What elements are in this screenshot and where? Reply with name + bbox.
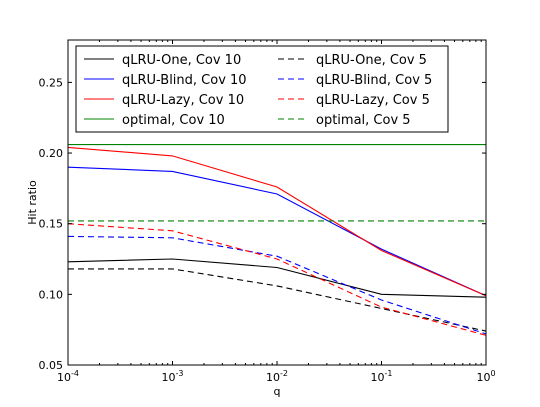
legend-entry-3: qLRU-Lazy, Cov 10: [122, 93, 244, 108]
series-line-7: [67, 223, 487, 336]
x-tick-label: 10-1: [371, 369, 393, 384]
x-tick-label: 10-2: [266, 369, 288, 384]
series-line-6: [67, 235, 487, 335]
axes: 0.05 0.10 0.15 0.20 0.25 10-4 10-3 10-2 10-1 100: [39, 40, 496, 384]
y-tick-label: 0.20: [39, 147, 64, 160]
legend-entry-1: qLRU-One, Cov 10: [122, 53, 241, 68]
x-tick-label: 10-3: [162, 369, 184, 384]
series-line-2: [67, 166, 487, 297]
series-line-1: [67, 258, 487, 298]
plot-area: [67, 144, 487, 336]
x-tick-label: 100: [476, 369, 495, 384]
y-tick-label: 0.25: [39, 76, 64, 89]
series-line-3: [67, 146, 487, 297]
legend-entry-7: qLRU-Lazy, Cov 5: [316, 93, 430, 108]
series-line-5: [68, 268, 487, 332]
legend-entry-4: optimal, Cov 10: [122, 113, 225, 128]
legend-entry-2: qLRU-Blind, Cov 10: [122, 73, 247, 88]
legend-entry-8: optimal, Cov 5: [316, 113, 411, 128]
x-tick-label: 10-4: [57, 369, 79, 384]
legend: qLRU-One, Cov 10 qLRU-Blind, Cov 10 qLRU-L…: [75, 45, 449, 133]
y-axis-label: Hit ratio: [26, 180, 39, 225]
legend-entry-5: qLRU-One, Cov 5: [316, 53, 427, 68]
legend-box: [75, 45, 449, 133]
x-axis-label: q: [274, 385, 281, 398]
y-tick-label: 0.05: [39, 359, 64, 372]
y-tick-label: 0.15: [39, 218, 64, 231]
legend-entry-6: qLRU-Blind, Cov 5: [316, 73, 432, 88]
y-tick-label: 0.10: [39, 288, 64, 301]
